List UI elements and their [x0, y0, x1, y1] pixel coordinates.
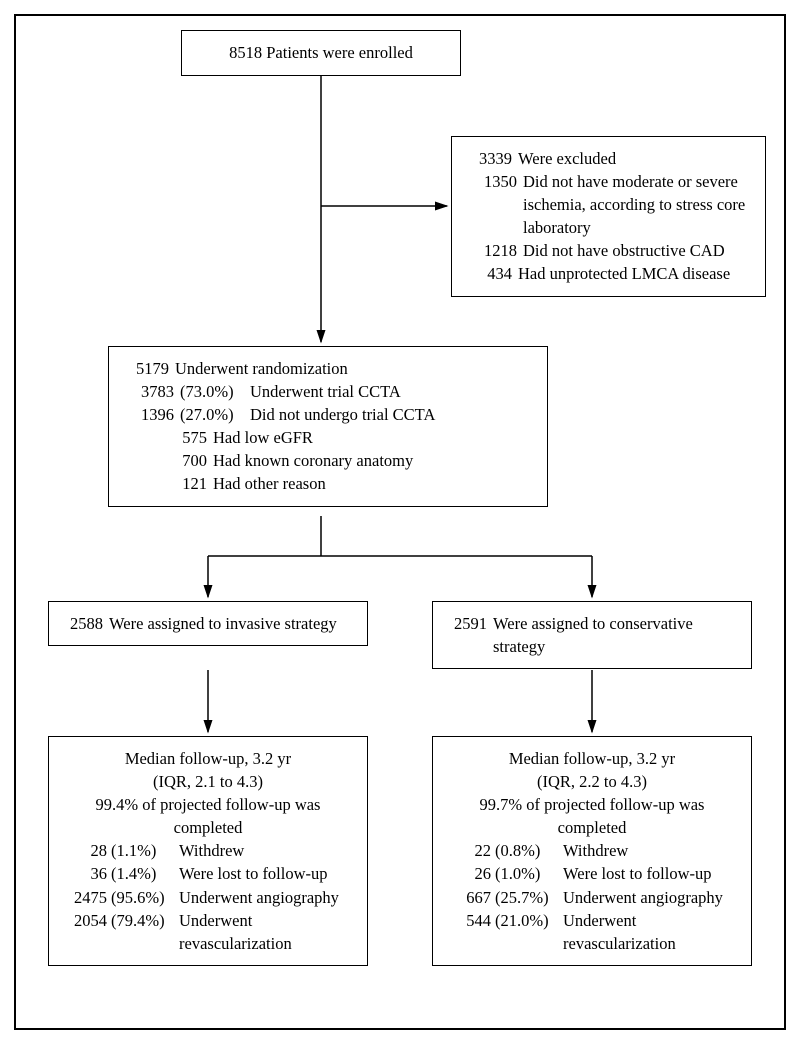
- flowchart-connectors: [16, 16, 788, 1032]
- flowchart-frame: 8518 Patients were enrolled 3339 Were ex…: [14, 14, 786, 1030]
